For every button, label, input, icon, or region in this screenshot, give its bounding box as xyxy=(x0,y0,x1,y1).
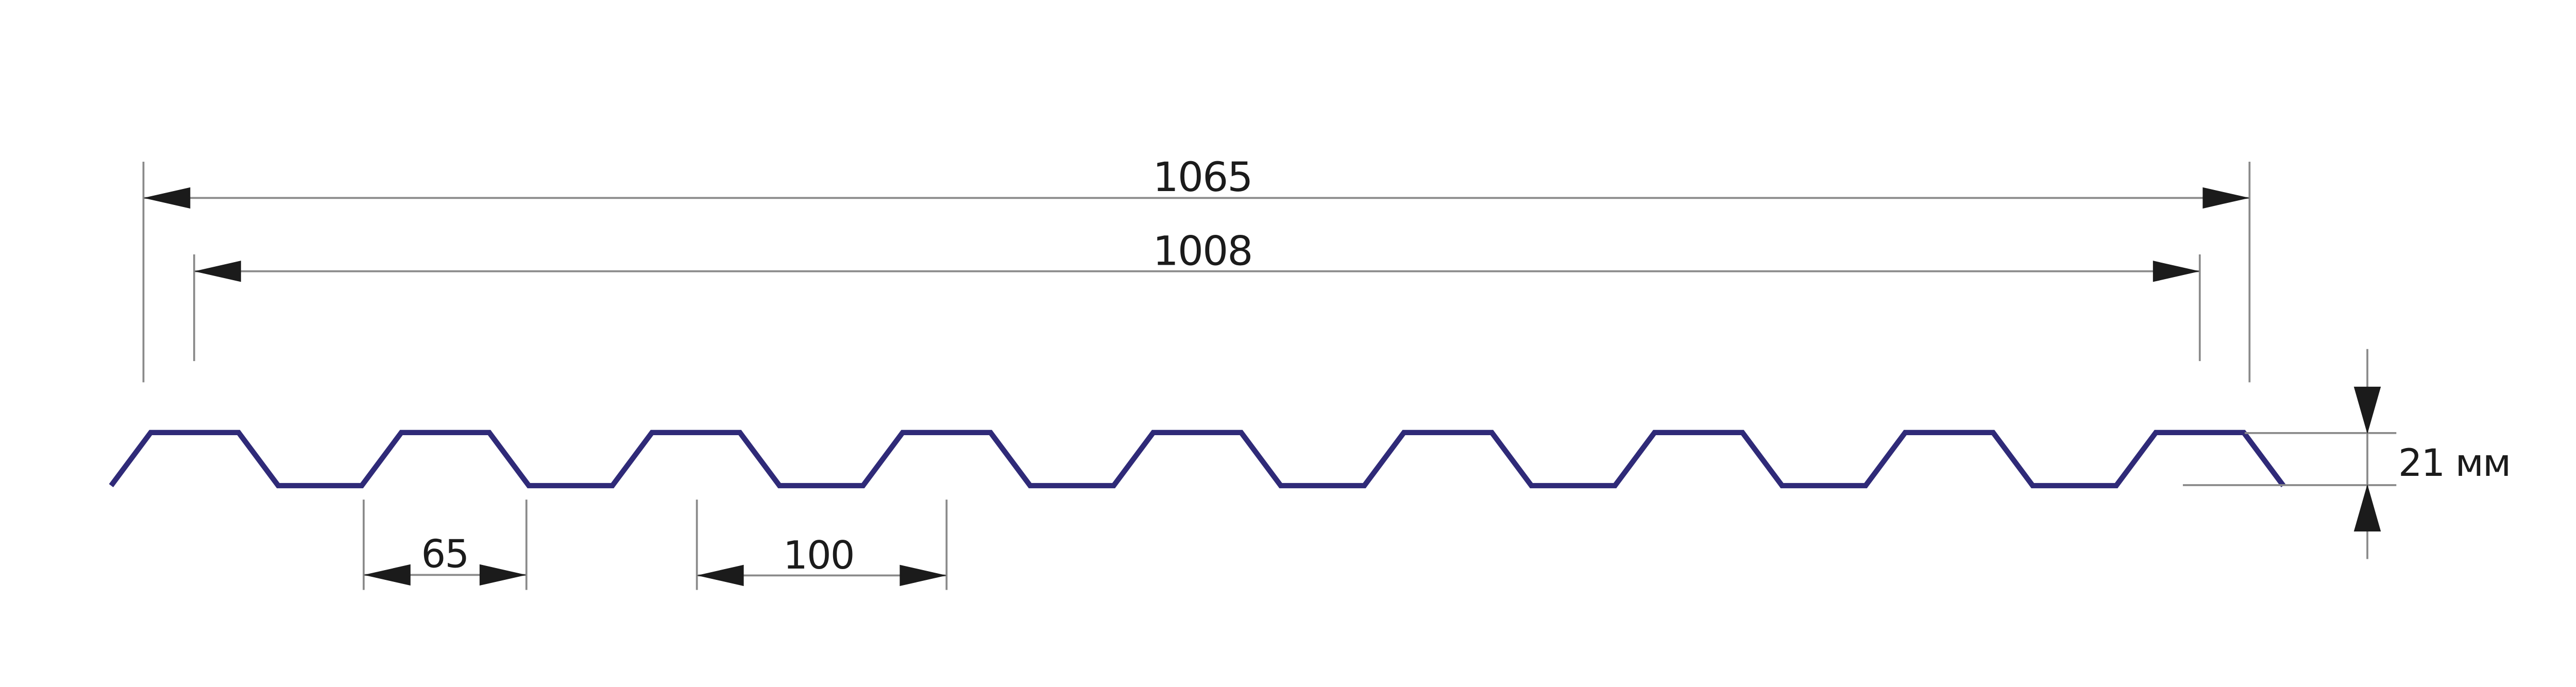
dim-rib-base: 65 xyxy=(362,500,528,590)
overall-width-label: 1065 xyxy=(1153,153,1252,201)
arrow-up-icon xyxy=(2353,484,2381,532)
arrow-down-icon xyxy=(2353,386,2381,434)
dim-overall-width: 1065 xyxy=(142,153,2251,383)
arrow-left-icon xyxy=(194,261,241,282)
arrow-left-icon xyxy=(143,187,191,209)
dim-wave-pitch: 100 xyxy=(696,500,948,590)
drawing-canvas: 1065 1008 65 100 xyxy=(109,153,2511,590)
working-width-label: 1008 xyxy=(1153,228,1252,275)
profile-outline xyxy=(109,430,2286,489)
rib-base-width-label: 65 xyxy=(421,531,469,576)
arrow-right-icon xyxy=(2202,187,2250,209)
profile-height-label: 21 мм xyxy=(2398,441,2510,485)
dim-profile-height: 21 мм xyxy=(2182,349,2511,559)
arrow-right-icon xyxy=(2153,261,2200,282)
wave-pitch-label: 100 xyxy=(783,533,854,578)
arrow-right-icon xyxy=(479,564,527,586)
dim-working-width: 1008 xyxy=(193,228,2201,362)
arrow-left-icon xyxy=(363,564,411,586)
arrow-right-icon xyxy=(900,564,947,586)
profile-sheet-drawing: 1065 1008 65 100 xyxy=(109,153,2512,590)
arrow-left-icon xyxy=(697,564,744,586)
